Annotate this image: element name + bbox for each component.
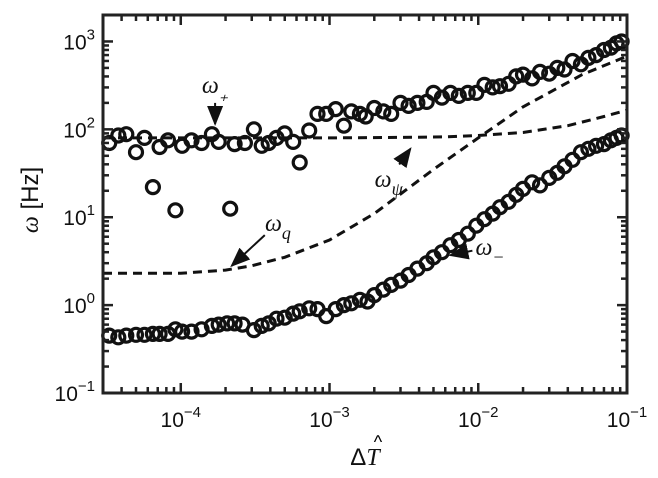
series-0-data-point <box>276 125 293 142</box>
series-0-data-point <box>127 144 145 161</box>
series-0-data-point <box>366 99 383 117</box>
x-tick-label: 10−1 <box>607 404 647 432</box>
series-1-data-point <box>301 300 318 317</box>
y-tick-label: 101 <box>63 202 95 230</box>
series-1-data-point <box>245 322 262 339</box>
series-1-data-point <box>523 174 541 191</box>
plot-frame <box>101 13 629 395</box>
series-1-data-point <box>291 303 308 320</box>
series-0-data-point <box>409 94 426 112</box>
annotations-layer: ω₊ ωψ ωq ω− <box>202 73 505 267</box>
series-0-data-point <box>476 76 493 94</box>
series-1-data-point <box>327 301 344 318</box>
series-1-data-point <box>110 329 127 346</box>
points-layer <box>101 33 630 346</box>
series-0-data-point <box>268 129 285 146</box>
series-0-data-point <box>327 100 344 118</box>
series-0-data-point <box>491 78 509 95</box>
series-0-data-point <box>450 87 467 105</box>
annotation-arrow-2 <box>230 234 266 268</box>
series-1-data-point <box>572 144 590 161</box>
series-0-data-point <box>136 129 153 146</box>
ticks-layer: 10−1 100 101 102 103 10−4 10−3 10−2 10−1 <box>55 13 647 432</box>
series-1-data-point <box>144 325 161 342</box>
series-0-data-point <box>144 179 161 196</box>
y-tick-label: 10−1 <box>55 378 95 406</box>
series-0-data-point <box>375 103 392 120</box>
series-1-data-point <box>136 326 153 343</box>
series-1-data-point <box>343 295 360 312</box>
series-0-data-point <box>167 202 184 219</box>
series-2-dashed-curve <box>103 108 628 140</box>
annotation-label-2: ωq <box>265 211 291 243</box>
series-1-data-point <box>210 316 227 333</box>
series-0-data-point <box>580 49 597 67</box>
annotation-label-1: ωψ <box>375 167 404 199</box>
series-0-data-point <box>301 122 318 139</box>
series-0-data-point <box>357 108 374 125</box>
series-1-data-point <box>203 317 220 334</box>
series-1-data-point <box>268 310 285 327</box>
series-0-data-point <box>159 132 177 149</box>
series-0-data-point <box>226 136 243 153</box>
y-tick-label: 103 <box>63 26 95 54</box>
series-1-data-point <box>335 297 352 314</box>
series-0-data-point <box>383 105 400 123</box>
series-1-data-point <box>151 325 168 342</box>
series-1-data-point <box>127 326 145 343</box>
series-1-data-point <box>276 309 293 326</box>
annotation-label-0: ω₊ <box>202 73 229 105</box>
x-axis-hat: ^ <box>374 432 383 452</box>
annotation-label-3: ω− <box>475 235 504 267</box>
annotation-arrow-3 <box>448 243 473 260</box>
series-1-data-point <box>587 137 605 154</box>
series-0-data-point <box>556 61 573 78</box>
series-0-data-point <box>110 127 127 144</box>
series-0-data-point <box>236 134 253 152</box>
series-0-data-point <box>468 84 485 102</box>
series-0-data-point <box>508 68 525 85</box>
series-1-data-point <box>375 281 392 298</box>
series-0-data-point <box>564 52 581 70</box>
x-tick-label: 10−4 <box>161 404 201 432</box>
curves-layer <box>103 54 628 275</box>
series-0-data-point <box>459 84 476 102</box>
series-1-data-point <box>309 301 326 318</box>
annotation-arrow-1 <box>393 147 412 169</box>
series-1-data-point <box>219 315 236 332</box>
series-1-data-point <box>351 291 368 308</box>
series-0-data-point <box>285 133 302 150</box>
series-3-dashed-curve <box>103 54 628 275</box>
series-0-data-point <box>392 94 409 112</box>
series-0-data-point <box>118 126 135 143</box>
x-axis-title: ΔT <box>350 444 381 471</box>
series-0-data-point <box>549 59 566 77</box>
series-0-data-point <box>531 63 549 81</box>
series-0-data-point <box>291 154 308 171</box>
x-tick-label: 10−3 <box>309 404 349 432</box>
series-0-data-point <box>514 66 532 83</box>
series-0-data-point <box>400 97 417 115</box>
series-0-data-point <box>442 84 459 102</box>
series-1-data-point <box>118 327 135 344</box>
series-1-data-point <box>459 225 476 242</box>
series-0-data-point <box>245 121 262 138</box>
y-axis-title: ω [Hz] <box>17 167 44 233</box>
y-tick-label: 102 <box>63 114 95 142</box>
series-0-data-point <box>222 200 239 217</box>
series-0-data-point <box>183 132 200 149</box>
series-0-data-point <box>484 79 501 96</box>
series-0-data-point <box>343 103 360 120</box>
series-0-data-point <box>210 133 227 150</box>
series-1-data-point <box>226 315 243 332</box>
series-1-data-point <box>183 323 200 340</box>
y-tick-label: 100 <box>63 290 95 318</box>
series-0-data-point <box>335 117 352 134</box>
series-0-data-point <box>193 134 210 152</box>
x-tick-label: 10−2 <box>458 404 498 432</box>
series-0-data-point <box>309 105 326 123</box>
series-1-data-point <box>580 140 597 157</box>
series-1-data-point <box>174 323 191 340</box>
